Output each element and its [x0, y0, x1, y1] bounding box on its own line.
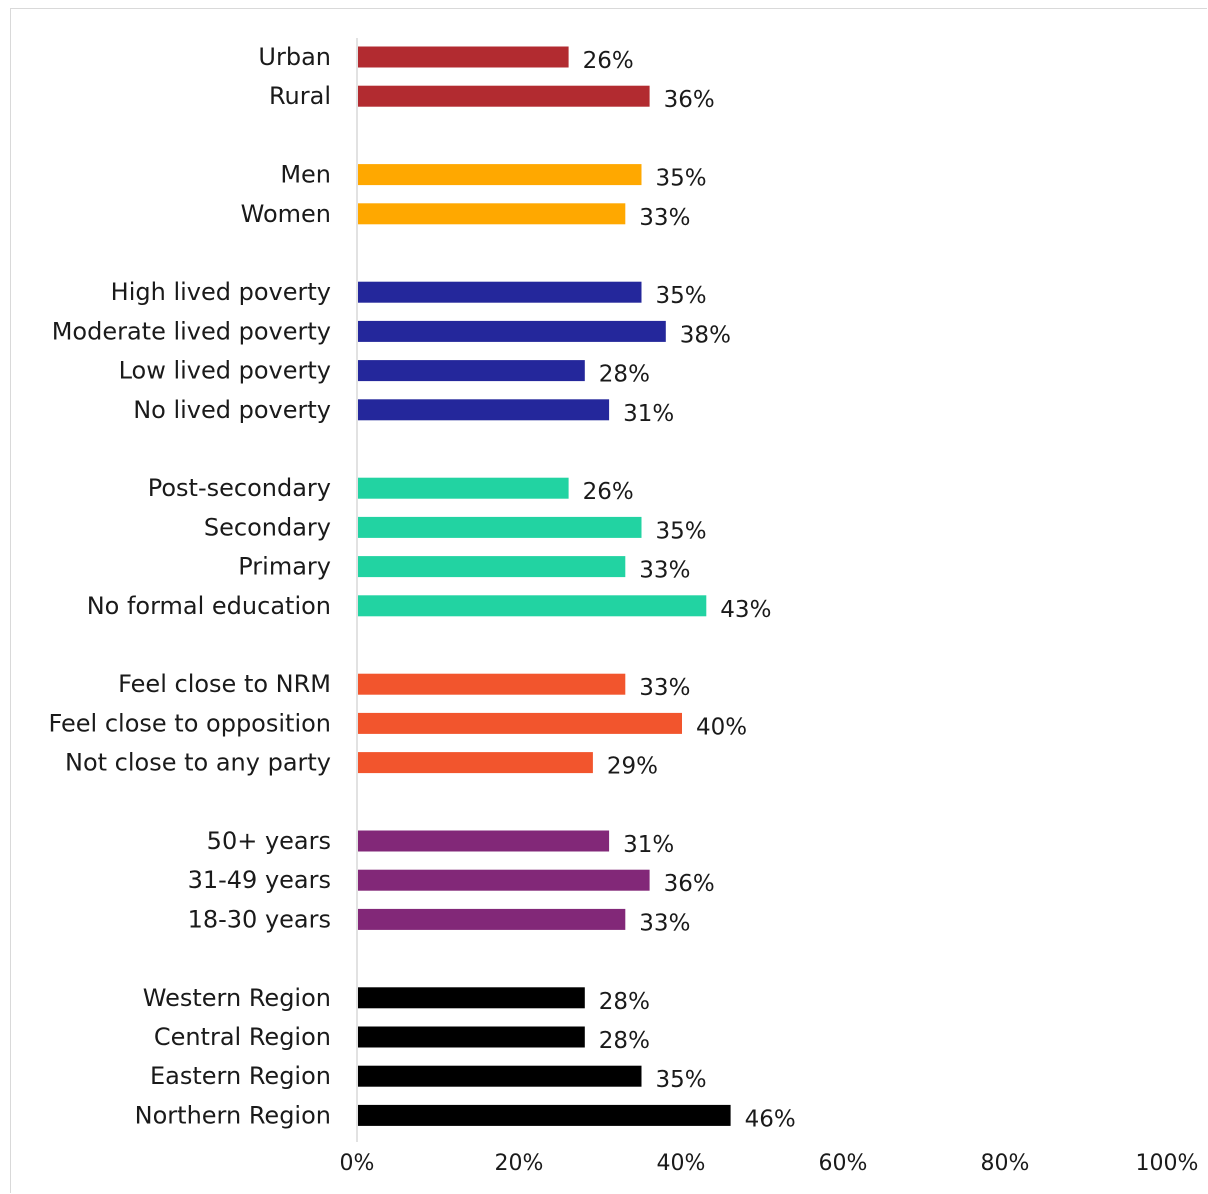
category-label: Women: [241, 200, 331, 228]
bar: [358, 1104, 731, 1126]
category-label: Post-secondary: [148, 474, 331, 502]
bar: [358, 830, 610, 852]
data-label: 29%: [607, 754, 658, 780]
category-label: High lived poverty: [111, 278, 331, 306]
bar: [358, 281, 642, 303]
data-label: 26%: [583, 479, 634, 505]
bar: [358, 85, 650, 107]
category-label: Low lived poverty: [119, 357, 331, 385]
bar: [358, 46, 569, 68]
category-label: Northern Region: [135, 1101, 331, 1129]
data-label: 33%: [639, 910, 690, 936]
data-label: 43%: [720, 597, 771, 623]
bar: [358, 516, 642, 538]
x-tick-label: 60%: [819, 1151, 868, 1176]
category-label: No lived poverty: [133, 396, 331, 424]
x-tick-label: 40%: [657, 1151, 706, 1176]
category-label: Primary: [238, 553, 331, 581]
data-label: 35%: [656, 166, 707, 192]
category-label: 50+ years: [207, 827, 331, 855]
bar: [358, 320, 666, 342]
data-label: 40%: [696, 714, 747, 740]
bar: [358, 869, 650, 891]
category-label: Secondary: [204, 513, 331, 541]
bar: [358, 1026, 585, 1048]
data-label: 38%: [680, 322, 731, 348]
data-label: 28%: [599, 362, 650, 388]
category-label: Men: [280, 161, 331, 189]
bar: [358, 399, 610, 421]
data-label: 35%: [656, 283, 707, 309]
chart-frame: [10, 8, 1207, 1193]
category-label: Rural: [269, 82, 331, 110]
bar: [358, 987, 585, 1009]
bar: [358, 556, 626, 578]
bar: [358, 203, 626, 225]
category-label: 31-49 years: [188, 866, 331, 894]
data-label: 36%: [664, 871, 715, 897]
bar: [358, 1065, 642, 1087]
bar: [358, 752, 593, 774]
data-label: 31%: [623, 832, 674, 858]
bar: [358, 477, 569, 499]
category-label: 18-30 years: [188, 905, 331, 933]
category-label: Moderate lived poverty: [52, 317, 331, 345]
category-label: Western Region: [143, 984, 331, 1012]
data-label: 26%: [583, 48, 634, 74]
bar: [358, 712, 682, 734]
bar: [358, 673, 626, 695]
category-label: Central Region: [154, 1023, 331, 1051]
data-label: 35%: [656, 1067, 707, 1093]
category-label: No formal education: [87, 592, 331, 620]
data-label: 33%: [639, 675, 690, 701]
x-tick-label: 100%: [1136, 1151, 1199, 1176]
category-label: Feel close to NRM: [118, 670, 331, 698]
category-label: Feel close to opposition: [49, 709, 331, 737]
category-label: Not close to any party: [65, 749, 331, 777]
data-label: 35%: [656, 518, 707, 544]
x-tick-label: 0%: [340, 1151, 375, 1176]
bar: [358, 595, 707, 617]
bar: [358, 164, 642, 186]
category-label: Eastern Region: [150, 1062, 331, 1090]
bar: [358, 908, 626, 930]
x-tick-label: 80%: [981, 1151, 1030, 1176]
data-label: 31%: [623, 401, 674, 427]
x-tick-label: 20%: [495, 1151, 544, 1176]
category-label: Urban: [258, 43, 331, 71]
data-label: 28%: [599, 1028, 650, 1054]
data-label: 36%: [664, 87, 715, 113]
data-label: 28%: [599, 989, 650, 1015]
data-label: 33%: [639, 205, 690, 231]
data-label: 33%: [639, 558, 690, 584]
bar: [358, 360, 585, 382]
data-label: 46%: [745, 1106, 796, 1132]
